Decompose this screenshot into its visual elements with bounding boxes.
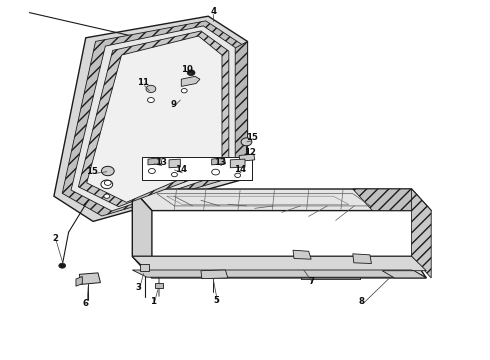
Polygon shape <box>54 16 247 221</box>
Text: 14: 14 <box>234 166 246 175</box>
Polygon shape <box>353 254 371 264</box>
Circle shape <box>241 138 252 146</box>
Polygon shape <box>412 189 431 278</box>
Polygon shape <box>132 270 426 277</box>
Polygon shape <box>239 154 255 161</box>
Text: 15: 15 <box>246 133 258 142</box>
Text: 4: 4 <box>210 7 216 16</box>
Polygon shape <box>71 26 235 211</box>
Polygon shape <box>132 189 431 211</box>
Circle shape <box>146 85 156 93</box>
Polygon shape <box>201 270 228 279</box>
Text: 8: 8 <box>359 297 365 306</box>
Text: 3: 3 <box>135 283 141 292</box>
Text: 9: 9 <box>171 100 177 109</box>
Circle shape <box>101 166 114 176</box>
Polygon shape <box>222 41 247 178</box>
Text: 5: 5 <box>214 296 220 305</box>
Polygon shape <box>87 36 222 202</box>
Circle shape <box>187 70 195 76</box>
Circle shape <box>181 89 187 93</box>
Text: 2: 2 <box>52 234 58 243</box>
Circle shape <box>104 194 110 198</box>
Polygon shape <box>169 159 180 168</box>
Polygon shape <box>62 21 242 216</box>
Text: 13: 13 <box>215 158 226 167</box>
Text: 10: 10 <box>181 66 193 75</box>
Text: 15: 15 <box>86 166 98 176</box>
Polygon shape <box>79 273 100 284</box>
Circle shape <box>235 173 241 177</box>
Polygon shape <box>181 76 200 86</box>
Polygon shape <box>230 159 245 168</box>
Polygon shape <box>132 256 426 278</box>
Polygon shape <box>382 271 426 278</box>
Text: 14: 14 <box>175 166 187 175</box>
Text: 12: 12 <box>244 148 256 157</box>
Circle shape <box>101 180 113 189</box>
Text: 1: 1 <box>150 297 156 306</box>
Polygon shape <box>78 31 229 207</box>
Text: 11: 11 <box>137 78 149 87</box>
Polygon shape <box>132 189 152 278</box>
Circle shape <box>148 168 155 174</box>
Circle shape <box>104 180 111 185</box>
Polygon shape <box>293 250 311 259</box>
Circle shape <box>59 263 66 268</box>
Text: 6: 6 <box>83 299 89 307</box>
Circle shape <box>147 98 154 103</box>
Polygon shape <box>142 157 252 180</box>
Bar <box>155 283 163 288</box>
Polygon shape <box>148 158 162 165</box>
Bar <box>140 264 149 271</box>
Polygon shape <box>212 158 225 165</box>
Text: 13: 13 <box>155 158 167 167</box>
Polygon shape <box>132 256 426 271</box>
Text: 7: 7 <box>308 277 314 286</box>
Polygon shape <box>353 189 431 211</box>
Circle shape <box>212 169 220 175</box>
Polygon shape <box>76 276 82 286</box>
Circle shape <box>172 172 177 177</box>
